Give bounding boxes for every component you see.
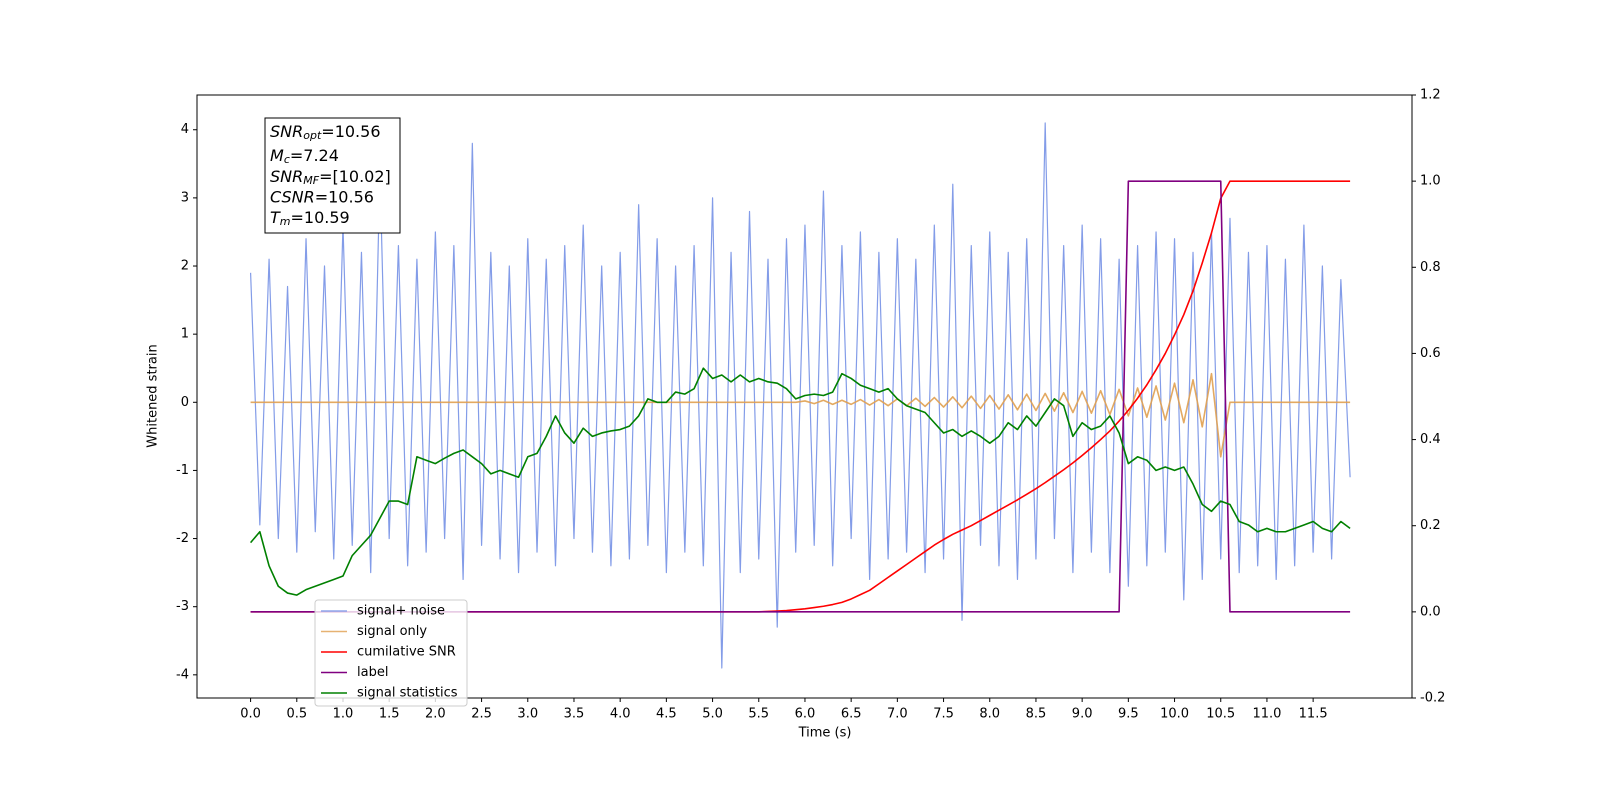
x-tick-label: 8.0: [979, 707, 1000, 722]
x-tick-label: 9.5: [1118, 707, 1139, 722]
x-tick-label: 0.5: [286, 707, 307, 722]
x-tick-label: 10.5: [1206, 707, 1235, 722]
annotation: CSNR=10.56: [270, 187, 374, 206]
x-tick-label: 3.0: [517, 707, 538, 722]
y-tick-label: 0: [181, 395, 189, 410]
annotation-symbol: SNR: [270, 122, 303, 141]
y-tick-label: 3: [181, 190, 189, 205]
x-tick-label: 9.0: [1072, 707, 1093, 722]
y-tick-label: 4: [181, 122, 189, 137]
y2-tick-label: 0.0: [1420, 604, 1441, 619]
legend-box: [314, 599, 468, 707]
x-tick-label: 5.5: [748, 707, 769, 722]
y2-tick-label: 1.0: [1420, 174, 1441, 189]
annotation-symbol: CSNR: [270, 187, 315, 206]
annotation-value: =[10.02]: [319, 167, 391, 186]
x-tick-label: 11.5: [1299, 707, 1328, 722]
annotation-subscript: MF: [303, 174, 319, 187]
annotation: Mc=7.24: [270, 146, 339, 167]
y-tick-label: 2: [181, 259, 189, 274]
annotation: SNRopt=10.56: [270, 122, 381, 143]
annotation-value: =10.59: [291, 208, 350, 227]
annotation-box: [264, 117, 401, 234]
x-axis-label: Time (s): [798, 726, 852, 741]
annotation-subscript: c: [284, 153, 290, 166]
x-tick-label: 1.5: [379, 707, 400, 722]
x-tick-label: 10.0: [1160, 707, 1189, 722]
y2-tick-label: 0.6: [1420, 346, 1441, 361]
x-tick-label: 2.5: [471, 707, 492, 722]
y-tick-label: -2: [176, 531, 189, 546]
legend-label: label: [357, 665, 388, 680]
annotation-symbol: SNR: [270, 167, 303, 186]
y-tick-label: 1: [181, 327, 189, 342]
x-tick-label: 7.5: [933, 707, 954, 722]
annotation-symbol: M: [270, 146, 284, 165]
series-line: [250, 372, 1351, 458]
x-tick-label: 5.0: [702, 707, 723, 722]
annotation: Tm=10.59: [270, 208, 350, 229]
y2-tick-label: -0.2: [1420, 691, 1445, 706]
series-line: [249, 122, 1351, 669]
y2-tick-label: 0.8: [1420, 260, 1441, 275]
legend-label: signal+ noise: [357, 604, 445, 619]
y-tick-label: -1: [176, 463, 189, 478]
plot-frame: [196, 94, 1413, 699]
y2-tick-label: 0.2: [1420, 518, 1441, 533]
annotation-value: =10.56: [321, 122, 380, 141]
x-tick-label: 11.0: [1252, 707, 1281, 722]
x-tick-label: 0.0: [240, 707, 261, 722]
x-tick-label: 1.0: [333, 707, 354, 722]
annotation-value: =10.56: [315, 187, 374, 206]
annotation: SNRMF=[10.02]: [270, 167, 391, 188]
y2-tick-label: 1.2: [1420, 88, 1441, 103]
y-tick-label: -4: [176, 667, 189, 682]
y-tick-label: -3: [176, 599, 189, 614]
legend-label: cumilative SNR: [357, 645, 456, 660]
y2-tick-label: 0.4: [1420, 432, 1441, 447]
x-tick-label: 2.0: [425, 707, 446, 722]
x-tick-label: 6.0: [795, 707, 816, 722]
x-tick-label: 4.5: [656, 707, 677, 722]
x-tick-label: 4.0: [610, 707, 631, 722]
annotation-value: =7.24: [290, 146, 339, 165]
annotation-symbol: T: [270, 208, 281, 227]
annotation-subscript: opt: [303, 129, 322, 142]
x-tick-label: 8.5: [1026, 707, 1047, 722]
x-tick-label: 3.5: [564, 707, 585, 722]
x-tick-label: 6.5: [841, 707, 862, 722]
legend-label: signal only: [357, 624, 427, 639]
annotation-subscript: m: [280, 215, 291, 228]
series-line: [249, 367, 1351, 596]
legend-label: signal statistics: [357, 686, 458, 701]
y-axis-label: Whitened strain: [146, 344, 161, 447]
x-tick-label: 7.0: [887, 707, 908, 722]
